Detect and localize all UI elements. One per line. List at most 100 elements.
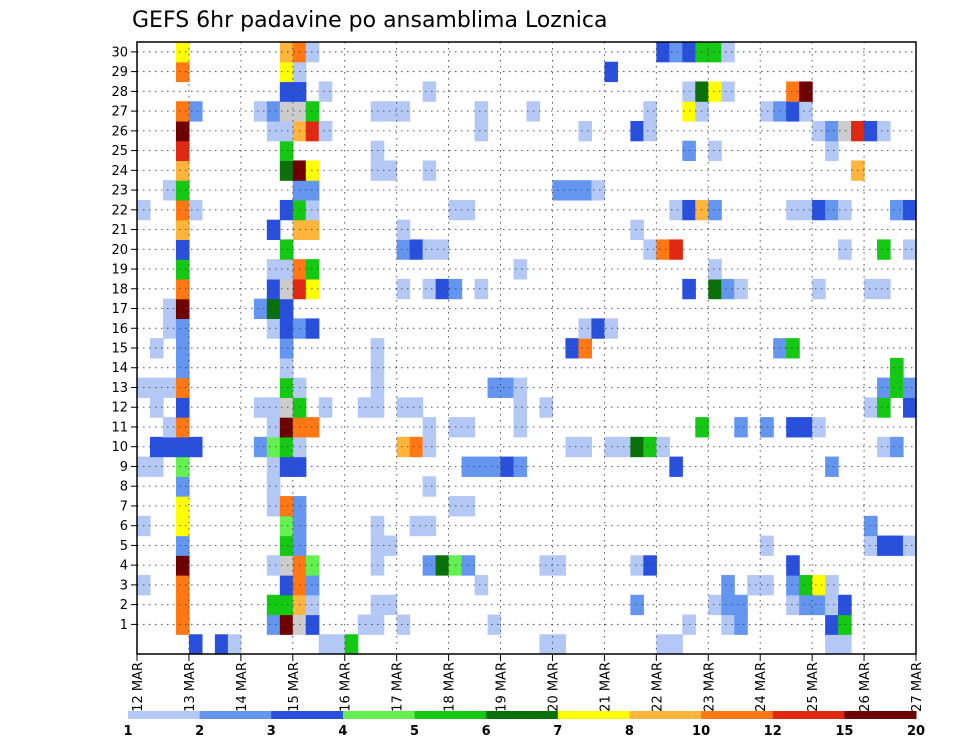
heatmap-cell [266,101,281,122]
heatmap-cell [474,575,489,596]
heatmap-cell [578,180,593,201]
heatmap-cells [137,42,917,655]
colorbar-swatch [701,711,774,719]
heatmap-cell [175,199,190,221]
x-tick-label: 15 MAR [287,662,302,712]
heatmap-cell [175,278,190,300]
x-axis: 12 MAR 13 MAR 14 MAR 15 MAR 16 MAR 17 MAR 18 M… [131,654,925,712]
heatmap-cell [786,555,800,576]
heatmap-cell [552,634,567,655]
colorbar-swatch [486,711,559,719]
heatmap-cell [630,555,644,576]
heatmap-cell [409,515,424,537]
colorbar-tick-label: 7 [553,724,562,739]
heatmap-cell [877,278,891,300]
heatmap-cell [513,397,528,418]
heatmap-cell [643,239,657,260]
x-tick-label: 20 MAR [547,662,562,712]
heatmap-cell [266,259,281,280]
heatmap-cell [396,101,411,122]
heatmap-cell [175,318,190,339]
y-tick-label: 28 [111,85,128,100]
heatmap-cell [643,555,657,576]
heatmap-cell [188,634,203,655]
heatmap-cell [864,278,878,300]
heatmap-cell [279,120,294,142]
heatmap-cell [279,535,294,556]
heatmap-cell [890,535,904,556]
heatmap-cell [656,239,670,260]
heatmap-cell [786,594,800,616]
heatmap-cell [656,436,670,458]
heatmap-cell [825,456,839,477]
heatmap-cell [708,81,722,102]
heatmap-cell [799,199,813,221]
heatmap-cell [279,594,294,616]
heatmap-cell [305,259,320,280]
heatmap-cell [760,535,774,556]
heatmap-cell [279,199,294,221]
y-tick-label: 1 [120,618,128,633]
x-tick-label: 26 MAR [858,662,873,712]
heatmap-cell [747,575,761,596]
y-tick-label: 11 [111,420,128,435]
x-tick-label: 14 MAR [235,662,250,712]
heatmap-cell [305,555,320,576]
heatmap-cell [890,436,904,458]
heatmap-cell [149,397,164,418]
heatmap-cell [175,160,190,181]
heatmap-cell [175,594,190,616]
heatmap-cell [903,239,917,260]
heatmap-cell [279,515,294,537]
heatmap-cell [799,81,813,102]
heatmap-cell [721,575,735,596]
y-tick-label: 9 [120,460,128,475]
colorbar-swatch [199,711,272,719]
colorbar-swatch [128,711,201,719]
heatmap-cell [279,436,294,458]
heatmap-cell [279,259,294,280]
heatmap-cell [422,81,437,102]
heatmap-cell [396,436,411,458]
heatmap-cell [175,515,190,537]
heatmap-cell [175,120,190,142]
heatmap-cell [266,278,281,300]
heatmap-cell [838,120,852,142]
heatmap-cell [279,456,294,477]
y-axis: 1234567891011121314151617181920212223242… [111,45,137,633]
heatmap-cell [175,555,190,576]
y-tick-label: 24 [111,164,128,179]
heatmap-cell [721,81,735,102]
y-tick-label: 2 [120,598,128,613]
heatmap-cell [162,436,177,458]
heatmap-cell [825,140,839,162]
heatmap-cell [253,101,268,122]
y-tick-label: 30 [111,45,128,60]
heatmap-cell [175,456,190,477]
y-tick-label: 29 [111,65,128,80]
heatmap-cell [799,417,813,438]
heatmap-cell [266,417,281,438]
heatmap-cell [838,239,852,260]
heatmap-cell [175,476,190,497]
heatmap-cell [175,180,190,201]
heatmap-cell [422,515,437,537]
heatmap-cell [279,140,294,162]
heatmap-cell [279,555,294,576]
heatmap-cell [812,278,826,300]
heatmap-cell [422,417,437,438]
heatmap-cell [903,199,917,221]
y-tick-label: 22 [111,203,128,218]
heatmap-cell [149,436,164,458]
heatmap-cell [422,436,437,458]
heatmap-cell [786,101,800,122]
heatmap-cell [305,101,320,122]
colorbar-tick-label: 10 [692,724,710,739]
y-tick-label: 4 [120,559,128,574]
heatmap-cell [175,535,190,556]
heatmap-cell [227,634,242,655]
heatmap-cell [708,42,722,63]
heatmap-cell [474,101,489,122]
heatmap-cell [500,456,515,477]
y-tick-label: 6 [120,519,128,534]
